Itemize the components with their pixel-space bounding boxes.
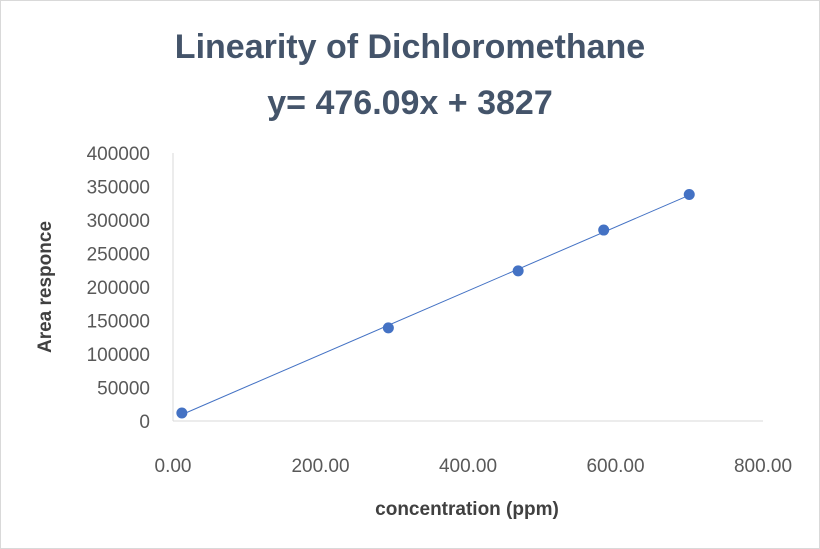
data-point <box>512 265 524 277</box>
y-tick-label: 200000 <box>87 278 150 299</box>
chart-title: Linearity of Dichloromethane <box>175 28 645 66</box>
chart-subtitle: y= 476.09x + 3827 <box>267 84 553 122</box>
data-point <box>176 407 188 419</box>
y-tick-label: 300000 <box>87 211 150 232</box>
x-tick-label: 200.00 <box>291 456 349 477</box>
y-tick-label: 50000 <box>97 379 150 400</box>
trendline <box>181 194 690 416</box>
x-tick-label: 800.00 <box>734 456 792 477</box>
data-point <box>382 322 394 334</box>
trendline-group <box>181 194 690 416</box>
x-tick-label: 400.00 <box>439 456 497 477</box>
x-axis-title: concentration (ppm) <box>375 499 559 520</box>
axes <box>172 153 763 422</box>
y-tick-labels: 0 50000 100000 150000 200000 250000 300000 3500… <box>87 144 150 433</box>
data-point <box>683 189 695 201</box>
y-tick-label: 150000 <box>87 312 150 333</box>
y-tick-label: 350000 <box>87 178 150 199</box>
data-points <box>176 189 695 419</box>
x-tick-labels: 0.00 200.00 400.00 600.00 800.00 <box>155 456 793 477</box>
x-tick-label: 600.00 <box>586 456 644 477</box>
y-axis-title: Area responce <box>35 221 56 353</box>
data-point <box>598 224 610 236</box>
y-tick-label: 100000 <box>87 345 150 366</box>
y-tick-label: 250000 <box>87 245 150 266</box>
y-tick-label: 400000 <box>87 144 150 165</box>
y-tick-label: 0 <box>139 412 150 433</box>
x-tick-label: 0.00 <box>155 456 192 477</box>
